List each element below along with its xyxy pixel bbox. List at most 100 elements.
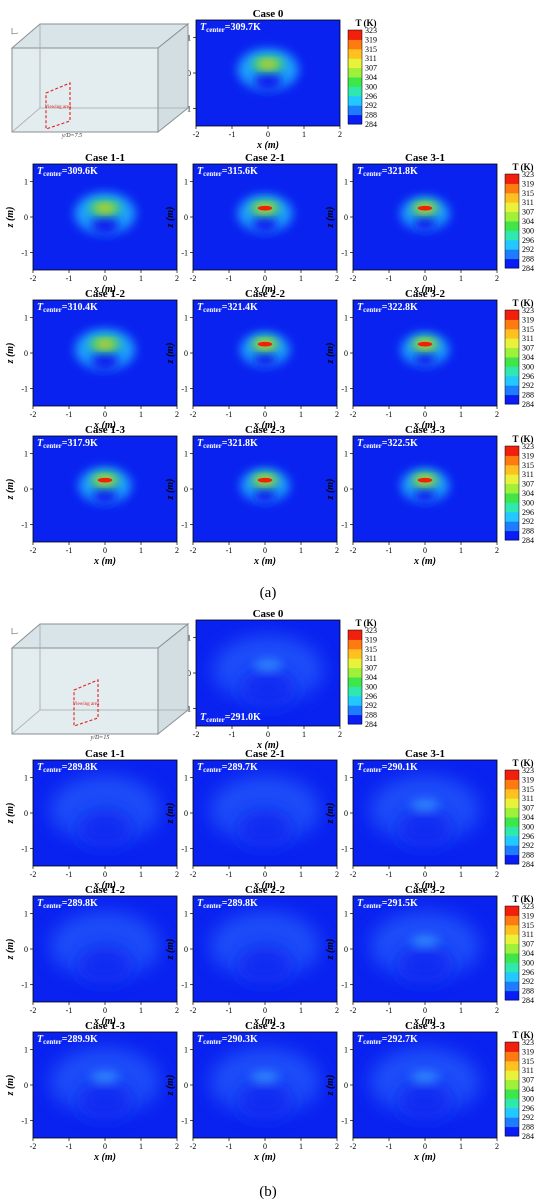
colorbar-swatch xyxy=(505,202,519,213)
colorbar-swatch xyxy=(505,943,519,954)
colorbar-swatch xyxy=(505,338,519,349)
x-tick-label: 2 xyxy=(495,274,499,283)
colorbar-tick-label: 315 xyxy=(522,461,534,470)
z-tick-label: -1 xyxy=(181,384,188,393)
colorbar-swatch xyxy=(505,394,519,405)
z-axis-label: z (m) xyxy=(325,1075,336,1097)
colorbar-tick-label: 311 xyxy=(522,794,534,803)
colorbar-swatch xyxy=(505,1117,519,1128)
z-tick-label: 1 xyxy=(344,774,348,783)
colorbar-swatch xyxy=(505,230,519,241)
x-tick-label: -2 xyxy=(30,546,37,555)
x-tick-label: 1 xyxy=(459,410,463,419)
colorbar-tick-label: 300 xyxy=(365,82,377,91)
case-title: Case 2-2 xyxy=(245,884,286,896)
colorbar-swatch xyxy=(505,239,519,250)
x-tick-label: -1 xyxy=(229,130,236,139)
x-axis-label: x (m) xyxy=(93,1016,116,1027)
colorbar-title: T (K) xyxy=(355,618,376,628)
x-tick-label: -1 xyxy=(386,274,393,283)
z-tick-label: 1 xyxy=(344,314,348,323)
z-tick-label: -1 xyxy=(341,1116,348,1125)
z-axis-label: z (m) xyxy=(165,939,176,961)
colorbar-swatch xyxy=(505,1098,519,1109)
colorbar-swatch xyxy=(348,705,362,716)
z-tick-label: -1 xyxy=(341,384,348,393)
x-tick-label: 1 xyxy=(139,870,143,879)
x-tick-label: 2 xyxy=(495,410,499,419)
colorbar-swatch xyxy=(348,58,362,69)
x-axis-label: x (m) xyxy=(413,1152,436,1163)
colorbar-tick-label: 296 xyxy=(522,1104,534,1113)
colorbar-tick-label: 296 xyxy=(522,832,534,841)
colorbar-swatch xyxy=(505,835,519,846)
colorbar-tick-label: 300 xyxy=(522,958,534,967)
x-tick-label: -2 xyxy=(193,130,200,139)
colorbar-swatch xyxy=(348,648,362,659)
z-tick-label: 0 xyxy=(344,945,348,954)
colorbar-tick-label: 304 xyxy=(365,673,377,682)
x-tick-label: 2 xyxy=(335,546,339,555)
colorbar-swatch xyxy=(348,77,362,87)
colorbar-tick-label: 300 xyxy=(522,498,534,507)
colorbar-tick-label: 304 xyxy=(522,949,534,958)
colorbar-swatch xyxy=(348,95,362,106)
viewing-area-label-b: Viewing area xyxy=(73,702,100,707)
heatmap-case: Case 3-1 -2 -1 0 1 2 -1 0 1 x (m) z (m) Tcenter=290… xyxy=(325,748,534,891)
center-temperature-label: Tcenter=291.0K xyxy=(200,712,261,724)
x-axis-label: x (m) xyxy=(256,740,279,751)
plume-core xyxy=(253,658,283,672)
x-tick-label: -1 xyxy=(226,1142,233,1151)
colorbar-frame xyxy=(347,629,363,725)
x-axis-label: x (m) xyxy=(93,1152,116,1163)
plume-hot-core xyxy=(417,477,433,483)
colorbar-swatch xyxy=(348,639,362,650)
x-tick-label: -1 xyxy=(66,1006,73,1015)
z-axis-label: z (m) xyxy=(165,1075,176,1097)
colorbar-tick-label: 284 xyxy=(522,264,534,273)
z-tick-label: -1 xyxy=(21,980,28,989)
x-tick-label: 2 xyxy=(495,1006,499,1015)
colorbar-tick-label: 288 xyxy=(365,111,377,120)
heatmap-case: Case 1-3 -2 -1 0 1 2 -1 0 1 x (m) z (m) Tcenter=289… xyxy=(5,1020,179,1163)
colorbar-swatch xyxy=(505,474,519,485)
x-tick-label: -1 xyxy=(386,546,393,555)
z-tick-label: 0 xyxy=(184,945,188,954)
colorbar-tick-label: 304 xyxy=(522,813,534,822)
z-axis-label: z (m) xyxy=(165,207,176,229)
colorbar-swatch xyxy=(505,807,519,818)
colorbar-tick-label: 284 xyxy=(522,400,534,409)
colorbar-tick-label: 292 xyxy=(522,1113,534,1122)
colorbar-tick-label: 300 xyxy=(522,1094,534,1103)
colorbar-swatch xyxy=(505,962,519,973)
case-title: Case 2-2 xyxy=(245,288,286,300)
z-tick-label: 1 xyxy=(184,910,188,919)
x-tick-label: 2 xyxy=(335,410,339,419)
x-tick-label: 1 xyxy=(459,870,463,879)
colorbar-title: T (K) xyxy=(355,18,376,28)
colorbar-swatch xyxy=(505,221,519,231)
colorbar-swatch xyxy=(505,464,519,475)
colorbar-frame xyxy=(504,1041,520,1137)
x-tick-label: 2 xyxy=(495,1142,499,1151)
colorbar-tick-label: 311 xyxy=(522,1066,534,1075)
z-axis-label: z (m) xyxy=(5,939,16,961)
x-axis-label: x (m) xyxy=(253,556,276,567)
colorbar-swatch xyxy=(348,114,362,125)
x-tick-label: -1 xyxy=(66,410,73,419)
colorbar-swatch xyxy=(348,67,362,78)
x-tick-label: 0 xyxy=(263,1142,267,1151)
x-tick-label: 0 xyxy=(263,1006,267,1015)
x-tick-label: -2 xyxy=(30,870,37,879)
colorbar-tick-label: 311 xyxy=(522,470,534,479)
z-axis-label: z (m) xyxy=(165,343,176,365)
colorbar-tick-label: 296 xyxy=(522,372,534,381)
colorbar-tick-label: 304 xyxy=(522,217,534,226)
colorbar-swatch xyxy=(505,788,519,799)
z-tick-label: 0 xyxy=(187,69,191,78)
x-tick-label: 1 xyxy=(302,130,306,139)
colorbar-swatch xyxy=(348,48,362,59)
colorbar-tick-label: 304 xyxy=(522,1085,534,1094)
z-tick-label: 0 xyxy=(344,213,348,222)
x-tick-label: 0 xyxy=(103,870,107,879)
